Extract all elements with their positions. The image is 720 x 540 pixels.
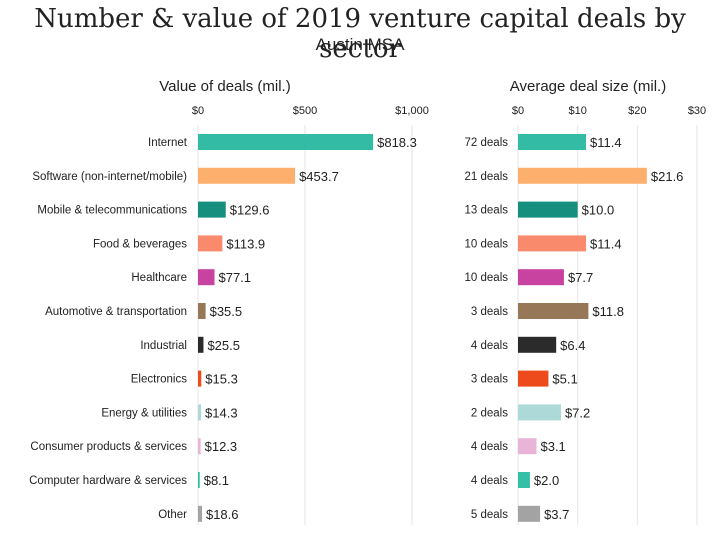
avg-bar — [518, 303, 589, 319]
value-data-label: $129.6 — [230, 203, 270, 218]
avg-bar — [518, 201, 578, 218]
value-data-label: $8.1 — [204, 473, 229, 488]
value-bar — [198, 269, 215, 286]
avg-bar — [518, 269, 564, 286]
value-data-label: $35.5 — [210, 304, 243, 319]
value-category-label: Healthcare — [131, 272, 187, 284]
value-tick-label: $500 — [293, 105, 317, 117]
avg-category-label: 21 deals — [465, 171, 509, 183]
avg-data-label: $7.2 — [565, 405, 590, 420]
value-bar — [198, 404, 202, 421]
value-data-label: $18.6 — [206, 507, 239, 522]
avg-tick-label: $30 — [688, 105, 706, 117]
avg-data-label: $5.1 — [552, 372, 577, 387]
value-bar — [198, 167, 296, 184]
value-category-label: Other — [158, 509, 187, 521]
avg-data-label: $3.1 — [540, 439, 565, 454]
value-category-label: Energy & utilities — [101, 407, 187, 419]
avg-tick-label: $20 — [628, 105, 646, 117]
avg-category-label: 5 deals — [471, 509, 508, 521]
value-bar — [198, 472, 200, 488]
chart-title: Number & value of 2019 venture capital d… — [34, 4, 686, 64]
avg-category-label: 4 deals — [471, 441, 508, 453]
value-data-label: $12.3 — [205, 439, 238, 454]
value-data-label: $15.3 — [205, 372, 238, 387]
value-panel-title: Value of deals (mil.) — [159, 78, 290, 95]
value-bar — [198, 438, 201, 455]
avg-bar — [518, 134, 587, 150]
avg-category-label: 10 deals — [465, 272, 509, 284]
value-category-label: Industrial — [140, 340, 187, 352]
avg-category-label: 2 deals — [471, 407, 508, 419]
value-tick-label: $0 — [192, 105, 204, 117]
avg-bar — [518, 404, 561, 421]
value-bar — [198, 235, 223, 252]
avg-bar — [518, 505, 541, 522]
value-bar — [198, 134, 374, 150]
value-bar — [198, 303, 206, 319]
value-category-label: Automotive & transportation — [45, 306, 187, 318]
value-category-label: Electronics — [131, 374, 187, 386]
chart-subtitle: Austin MSA — [315, 35, 405, 54]
avg-panel-title: Average deal size (mil.) — [510, 78, 666, 95]
avg-bar — [518, 438, 537, 455]
value-bar — [198, 505, 202, 522]
value-data-label: $453.7 — [299, 169, 339, 184]
avg-data-label: $7.7 — [568, 270, 593, 285]
avg-bar — [518, 472, 530, 488]
avg-tick-label: $10 — [568, 105, 586, 117]
avg-data-label: $2.0 — [534, 473, 559, 488]
value-bar — [198, 370, 202, 387]
avg-bar — [518, 167, 647, 184]
avg-category-label: 72 deals — [465, 137, 509, 149]
avg-category-label: 13 deals — [465, 205, 509, 217]
value-category-label: Software (non-internet/mobile) — [32, 171, 187, 183]
value-data-label: $25.5 — [207, 338, 240, 353]
avg-category-label: 3 deals — [471, 374, 508, 386]
avg-bar — [518, 235, 587, 252]
value-bar — [198, 336, 204, 353]
avg-data-label: $3.7 — [544, 507, 569, 522]
value-data-label: $77.1 — [218, 270, 251, 285]
value-data-label: $113.9 — [226, 236, 265, 251]
avg-bar — [518, 336, 557, 353]
avg-category-label: 10 deals — [465, 238, 509, 250]
avg-category-label: 4 deals — [471, 340, 508, 352]
avg-category-label: 3 deals — [471, 306, 508, 318]
avg-data-label: $10.0 — [582, 203, 615, 218]
avg-data-label: $11.4 — [590, 236, 622, 251]
value-category-label: Consumer products & services — [30, 441, 187, 453]
avg-data-label: $6.4 — [560, 338, 585, 353]
avg-tick-label: $0 — [512, 105, 524, 117]
value-data-label: $818.3 — [377, 135, 417, 150]
avg-data-label: $11.4 — [590, 135, 622, 150]
value-category-label: Internet — [148, 137, 188, 149]
avg-data-label: $21.6 — [651, 169, 684, 184]
value-category-label: Food & beverages — [93, 238, 187, 250]
value-category-label: Computer hardware & services — [29, 475, 187, 487]
avg-category-label: 4 deals — [471, 475, 508, 487]
value-data-label: $14.3 — [205, 405, 238, 420]
value-tick-label: $1,000 — [395, 105, 429, 117]
value-bar — [198, 201, 226, 218]
avg-data-label: $11.8 — [592, 304, 624, 319]
value-category-label: Mobile & telecommunications — [37, 205, 187, 217]
avg-bar — [518, 370, 549, 387]
